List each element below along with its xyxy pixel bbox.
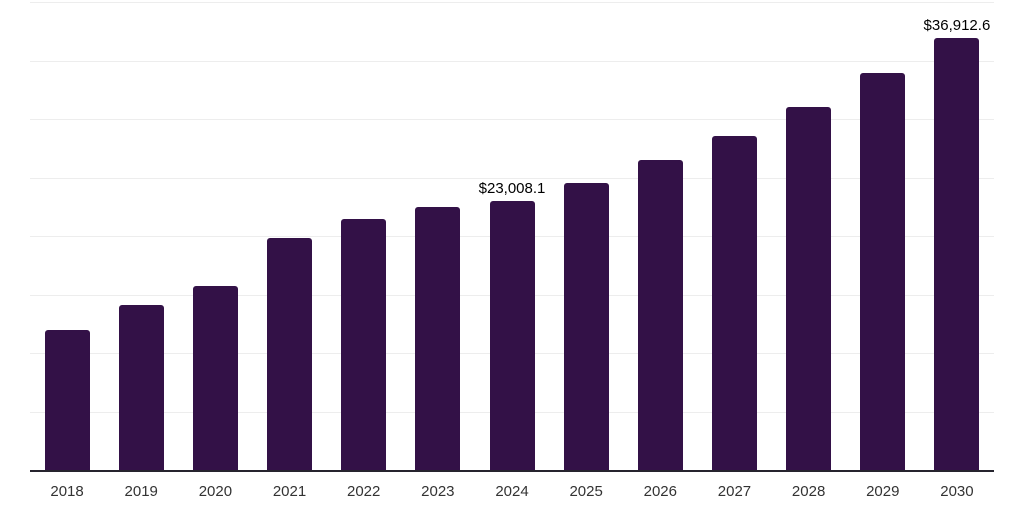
bar-2025 — [563, 182, 609, 470]
bar-2029 — [860, 72, 906, 470]
bar-2020 — [192, 285, 238, 470]
gridline-35000 — [30, 60, 994, 62]
bar-2019 — [118, 305, 164, 470]
x-tick-2029: 2029 — [866, 483, 900, 500]
gridline-30000 — [30, 119, 994, 120]
bar-2018 — [44, 329, 90, 470]
x-tick-2026: 2026 — [643, 483, 677, 500]
bar-2022 — [341, 219, 387, 470]
bar-2030 — [934, 38, 980, 470]
bar-2026 — [637, 160, 683, 470]
bar-2028 — [786, 106, 832, 470]
data-label-2024: $23,008.1 — [478, 179, 546, 197]
x-tick-2021: 2021 — [272, 483, 307, 500]
x-tick-2019: 2019 — [124, 483, 158, 500]
x-tick-2020: 2020 — [198, 483, 233, 500]
x-tick-2025: 2025 — [569, 483, 603, 500]
x-tick-2027: 2027 — [717, 483, 752, 500]
bar-2024 — [489, 200, 535, 470]
x-tick-2028: 2028 — [791, 483, 826, 500]
plot-area: $23,008.1 $36,912.6 — [30, 2, 994, 472]
gridline-25000 — [30, 177, 994, 179]
x-tick-2018: 2018 — [50, 483, 84, 500]
x-tick-2022: 2022 — [347, 483, 381, 500]
x-tick-2024: 2024 — [495, 483, 529, 500]
data-label-2030: $36,912.6 — [923, 17, 991, 35]
x-tick-2030: 2030 — [940, 483, 974, 500]
bar-2023 — [415, 206, 461, 470]
bar-2021 — [267, 238, 313, 470]
x-axis-line — [30, 470, 994, 472]
bar-2027 — [711, 135, 757, 470]
x-tick-2023: 2023 — [421, 483, 455, 500]
gridline-40000 — [30, 2, 994, 3]
